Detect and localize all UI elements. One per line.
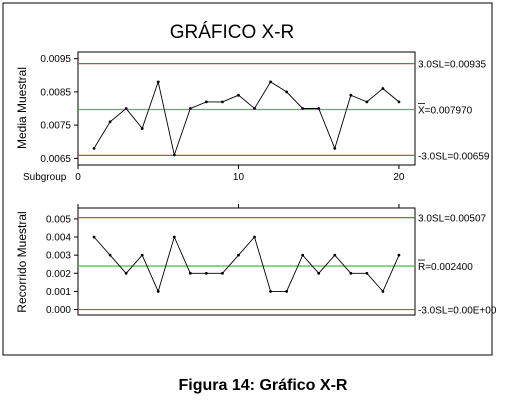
xbar-data-point bbox=[140, 127, 144, 130]
xbar-data-point bbox=[365, 100, 369, 104]
figure-caption: Figura 14: Gráfico X-R bbox=[179, 377, 348, 394]
range-chart: 3.0SL=0.00507 R=0.002400 -3.0SL=0.00E+00 0.… bbox=[46, 204, 497, 317]
range-data-point bbox=[108, 253, 112, 257]
xbar-data-point bbox=[172, 153, 176, 157]
xbar-data-point bbox=[188, 107, 192, 110]
xbar-data-point bbox=[156, 80, 160, 84]
xbar-data-point bbox=[349, 93, 353, 97]
xbar-y-tick-label: 0.0085 bbox=[40, 87, 71, 98]
range-control-label: -3.0SL=0.00E+00 bbox=[418, 306, 497, 317]
range-data-point bbox=[301, 253, 305, 257]
range-data-point bbox=[333, 253, 337, 257]
x-tick-label: 20 bbox=[393, 172, 405, 183]
xbar-data-point bbox=[333, 146, 337, 150]
range-data-point bbox=[349, 271, 353, 275]
range-data-point bbox=[381, 290, 385, 293]
xbar-chart: 3.0SL=0.00935 X=0.007970 -3.0SL=0.00659 0.0… bbox=[40, 54, 489, 183]
xbar-ylabel: Media Muestral bbox=[15, 67, 29, 149]
range-data-point bbox=[140, 253, 144, 257]
range-y-tick-label: 0.002 bbox=[46, 269, 71, 280]
xbar-control-label: 3.0SL=0.00935 bbox=[418, 60, 487, 71]
range-y-tick-label: 0.004 bbox=[46, 233, 71, 244]
x-tick-label: 0 bbox=[75, 172, 81, 183]
range-y-tick-label: 0.001 bbox=[46, 287, 71, 298]
range-ylabel: Recorrido Muestral bbox=[15, 211, 29, 312]
xbar-data-point bbox=[204, 100, 208, 104]
range-y-tick-label: 0.005 bbox=[46, 214, 71, 225]
range-data-point bbox=[221, 271, 224, 275]
range-data-point bbox=[397, 253, 401, 257]
range-data-point bbox=[269, 290, 272, 293]
xbar-data-point bbox=[237, 93, 240, 97]
range-control-label: 3.0SL=0.00507 bbox=[418, 214, 487, 225]
xbar-data-point bbox=[285, 90, 289, 94]
xbar-series-line bbox=[93, 80, 400, 157]
range-data-point bbox=[253, 235, 256, 239]
range-data-point bbox=[156, 290, 160, 293]
xbar-y-tick-label: 0.0095 bbox=[40, 54, 71, 65]
figure-frame bbox=[2, 2, 493, 356]
xbar-data-point bbox=[253, 107, 256, 110]
xbar-data-point bbox=[397, 100, 401, 104]
xbar-data-point bbox=[269, 80, 272, 84]
range-control-label: R=0.002400 bbox=[418, 262, 473, 273]
xbar-control-label: -3.0SL=0.00659 bbox=[418, 151, 490, 162]
range-data-point bbox=[92, 235, 96, 239]
range-data-point bbox=[317, 271, 321, 275]
xbar-data-point bbox=[124, 107, 128, 110]
range-plot-frame bbox=[77, 207, 416, 316]
range-data-point bbox=[204, 271, 208, 275]
xbar-y-tick-label: 0.0075 bbox=[40, 121, 71, 132]
xbar-data-point bbox=[381, 87, 385, 90]
xbar-data-point bbox=[92, 146, 96, 150]
range-y-tick-label: 0.003 bbox=[46, 251, 71, 262]
xbar-y-tick-label: 0.0065 bbox=[40, 154, 71, 165]
chart-title: GRÁFICO X-R bbox=[170, 22, 295, 43]
xbar-data-point bbox=[301, 107, 305, 110]
xbar-plot-frame bbox=[77, 51, 416, 166]
xbar-control-label: X=0.007970 bbox=[418, 105, 473, 116]
xbar-data-point bbox=[317, 107, 321, 110]
xbar-data-point bbox=[108, 120, 112, 124]
range-data-point bbox=[188, 271, 192, 275]
range-y-tick-label: 0.000 bbox=[46, 305, 71, 316]
range-series-line bbox=[93, 235, 400, 293]
range-data-point bbox=[237, 253, 240, 257]
range-data-point bbox=[365, 271, 369, 275]
range-data-point bbox=[285, 290, 289, 293]
x-axis-label: Subgroup bbox=[23, 172, 67, 183]
range-data-point bbox=[124, 271, 128, 275]
range-data-point bbox=[172, 235, 176, 239]
xbar-data-point bbox=[221, 100, 224, 104]
x-tick-label: 10 bbox=[233, 172, 245, 183]
